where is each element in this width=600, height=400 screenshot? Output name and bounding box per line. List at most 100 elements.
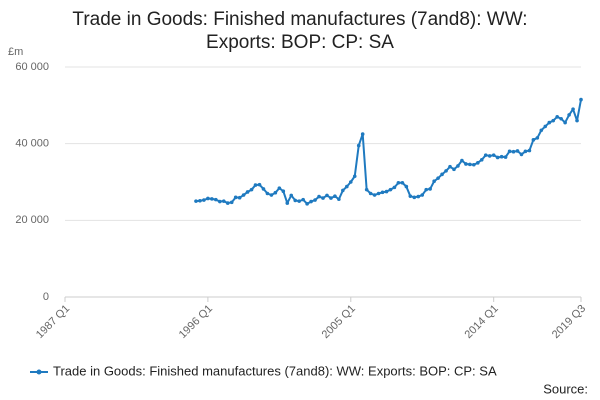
point [511, 149, 516, 154]
point [345, 184, 349, 189]
point [261, 187, 266, 191]
point [376, 191, 381, 196]
point [575, 118, 579, 123]
point [523, 149, 528, 154]
point [491, 153, 496, 157]
point [579, 97, 583, 102]
point [428, 187, 432, 191]
point [551, 118, 556, 123]
point [483, 153, 488, 157]
point [384, 189, 389, 194]
point [495, 155, 500, 160]
point [277, 186, 282, 190]
chart-title: Trade in Goods: Finished manufactures (7… [72, 9, 528, 53]
point [194, 199, 198, 203]
point [253, 183, 258, 187]
point [368, 191, 373, 196]
x-tick-label: 1987 Q1 [34, 303, 72, 341]
point [416, 194, 421, 199]
point [305, 202, 309, 206]
point [273, 190, 278, 195]
point [289, 193, 294, 198]
x-tick-label: 2014 Q1 [463, 303, 501, 341]
y-tick-label: 0 [43, 291, 49, 303]
point [364, 187, 369, 192]
point [515, 149, 520, 153]
point [309, 199, 313, 204]
point [293, 198, 298, 203]
point [285, 201, 290, 205]
point [352, 174, 357, 179]
source: Source: [543, 381, 588, 396]
point [317, 194, 321, 199]
y-tick-label: 20 000 [15, 214, 49, 226]
point [214, 197, 218, 202]
point [456, 164, 460, 168]
point [448, 164, 452, 169]
y-tick-label: 60 000 [15, 61, 49, 73]
point [555, 115, 559, 119]
point [241, 193, 246, 197]
point [440, 172, 444, 177]
point [218, 199, 222, 204]
point [499, 154, 504, 159]
point [567, 113, 571, 117]
line [195, 99, 582, 205]
point [547, 120, 552, 125]
point [380, 190, 385, 195]
point [539, 128, 544, 133]
point [206, 196, 210, 201]
point [432, 179, 436, 184]
point [571, 107, 575, 111]
point [468, 162, 472, 167]
point [329, 196, 333, 200]
point [507, 149, 512, 154]
legend-marker [36, 369, 42, 375]
point [464, 162, 468, 166]
point [424, 187, 429, 192]
x-tick-label: 2005 Q1 [320, 303, 358, 341]
point [249, 187, 254, 192]
y-tick-label: 40 000 [15, 138, 49, 150]
point [257, 182, 262, 187]
point [225, 201, 230, 205]
x-tick-label: 2019 Q3 [550, 303, 588, 341]
point [233, 195, 238, 200]
point [360, 132, 365, 136]
point [210, 197, 214, 201]
point [543, 124, 548, 129]
point [472, 162, 476, 167]
point [404, 184, 409, 189]
point [198, 198, 202, 203]
point [420, 193, 425, 197]
point [333, 194, 337, 198]
point [563, 120, 567, 125]
point [202, 198, 206, 202]
point [531, 138, 536, 142]
point [487, 154, 492, 158]
point [372, 193, 377, 197]
point [408, 194, 413, 198]
point [476, 161, 480, 165]
point [400, 180, 405, 185]
point [321, 196, 325, 200]
point [479, 157, 484, 162]
point [297, 199, 301, 203]
point [444, 169, 448, 173]
point [388, 187, 393, 192]
point [356, 143, 361, 148]
point [348, 180, 353, 184]
point [436, 176, 440, 180]
point [237, 195, 242, 200]
point [460, 158, 464, 163]
point [559, 116, 563, 121]
point [519, 152, 524, 157]
legend-label: Trade in Goods: Finished manufactures (7… [53, 363, 497, 378]
point [337, 197, 341, 202]
point [503, 155, 508, 159]
point [269, 193, 274, 197]
point [325, 193, 329, 198]
point [341, 188, 345, 193]
point [396, 180, 401, 185]
